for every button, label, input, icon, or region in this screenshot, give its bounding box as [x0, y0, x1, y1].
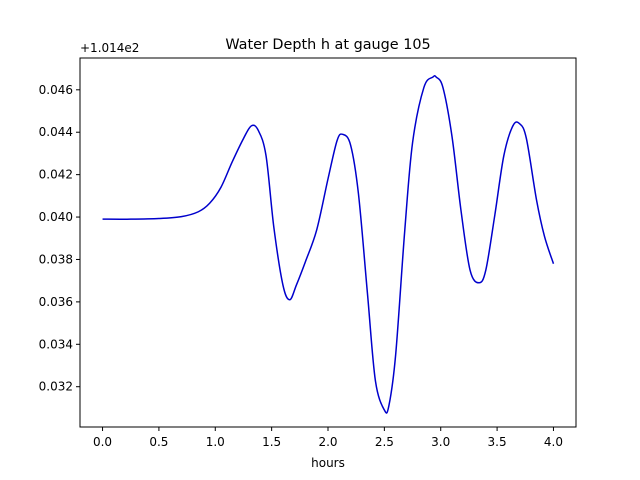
x-tick-label: 2.0: [318, 435, 337, 449]
x-tick-label: 0.5: [149, 435, 168, 449]
x-tick-label: 1.0: [206, 435, 225, 449]
y-tick-label: 0.044: [39, 125, 73, 139]
y-tick-label: 0.040: [39, 210, 73, 224]
x-tick-label: 4.0: [544, 435, 563, 449]
series-line-0: [102, 75, 555, 414]
y-offset-label: +1.014e2: [80, 41, 139, 55]
y-tick-label: 0.032: [39, 380, 73, 394]
chart-title: Water Depth h at gauge 105: [225, 37, 430, 53]
y-tick-label: 0.046: [39, 83, 73, 97]
x-tick-label: 0.0: [93, 435, 112, 449]
y-tick-label: 0.036: [39, 295, 73, 309]
y-tick-label: 0.038: [39, 252, 73, 266]
plot-area: 0.0 0.5 1.0 1.5 2.0 2.5 3.0 3.5 4.0 0.032 0.034 0.0…: [39, 57, 577, 449]
x-tick-label: 3.0: [431, 435, 450, 449]
x-tick-label: 1.5: [262, 435, 281, 449]
y-tick-label: 0.042: [39, 168, 73, 182]
x-tick-label: 3.5: [488, 435, 507, 449]
x-tick-label: 2.5: [375, 435, 394, 449]
y-tick-label: 0.034: [39, 337, 73, 351]
x-axis-label: hours: [311, 456, 345, 470]
